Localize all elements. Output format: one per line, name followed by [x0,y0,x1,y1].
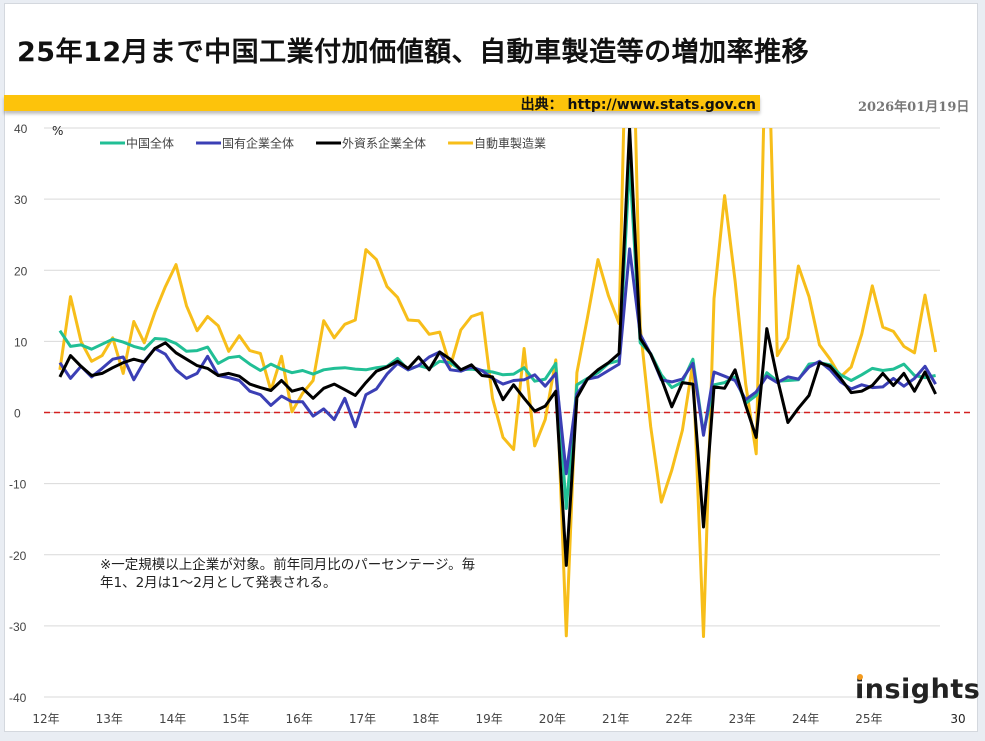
insights-logo: insights [855,674,981,705]
x-tick-label: 18年 [412,712,439,726]
series-line-0 [58,161,936,510]
series-line-2 [58,128,937,567]
x-tick-label: 16年 [286,712,313,726]
legend-label-0: 中国全体 [126,136,174,151]
publish-date: 2026年01月19日 [858,100,970,115]
slide [4,3,978,732]
page-title: 25年12月まで中国工業付加価値額、自動車製造等の増加率推移 [17,37,810,68]
legend-label-1: 国有企業全体 [222,136,294,151]
source-text: 出典： http://www.stats.gov.cn [520,97,756,113]
x-tick-label: 17年 [349,712,376,726]
y-tick-label: -40 [9,691,27,705]
logo-dot-icon [857,674,863,680]
y-tick-label: -30 [9,620,27,634]
x-tick-label: 15年 [222,712,249,726]
y-tick-label: 30 [14,193,28,207]
x-tick-label: 24年 [792,712,819,726]
series-line-1 [58,247,937,476]
legend-label-2: 外資系企業全体 [342,136,426,151]
x-tick-label: 14年 [159,712,186,726]
x-tick-label: 13年 [96,712,123,726]
y-tick-label: 10 [14,335,28,349]
y-tick-label: -10 [9,478,27,492]
legend-label-3: 自動車製造業 [474,137,546,151]
y-tick-label: 0 [14,407,21,421]
x-tick-label: 20年 [539,712,566,726]
x-tick-label: 23年 [729,712,756,726]
x-tick-label: 22年 [665,712,692,726]
x-tick-label: 12年 [32,712,59,726]
y-axis-unit: % [52,124,63,138]
x-tick-label: 21年 [602,712,629,726]
source-bar: 出典： http://www.stats.gov.cn [4,95,760,113]
x-tick-label: 25年 [855,712,882,726]
y-tick-label: 40 [14,122,28,136]
series-line-3 [58,128,938,638]
chart-note: ※一定規模以上企業が対象。前年同月比のパーセンテージ。毎年1、2月は1～2月とし… [100,557,476,591]
x-axis-end-label: 30 [950,712,965,726]
x-tick-label: 19年 [475,712,502,726]
y-tick-label: 20 [14,264,28,278]
y-tick-label: -20 [9,549,27,563]
